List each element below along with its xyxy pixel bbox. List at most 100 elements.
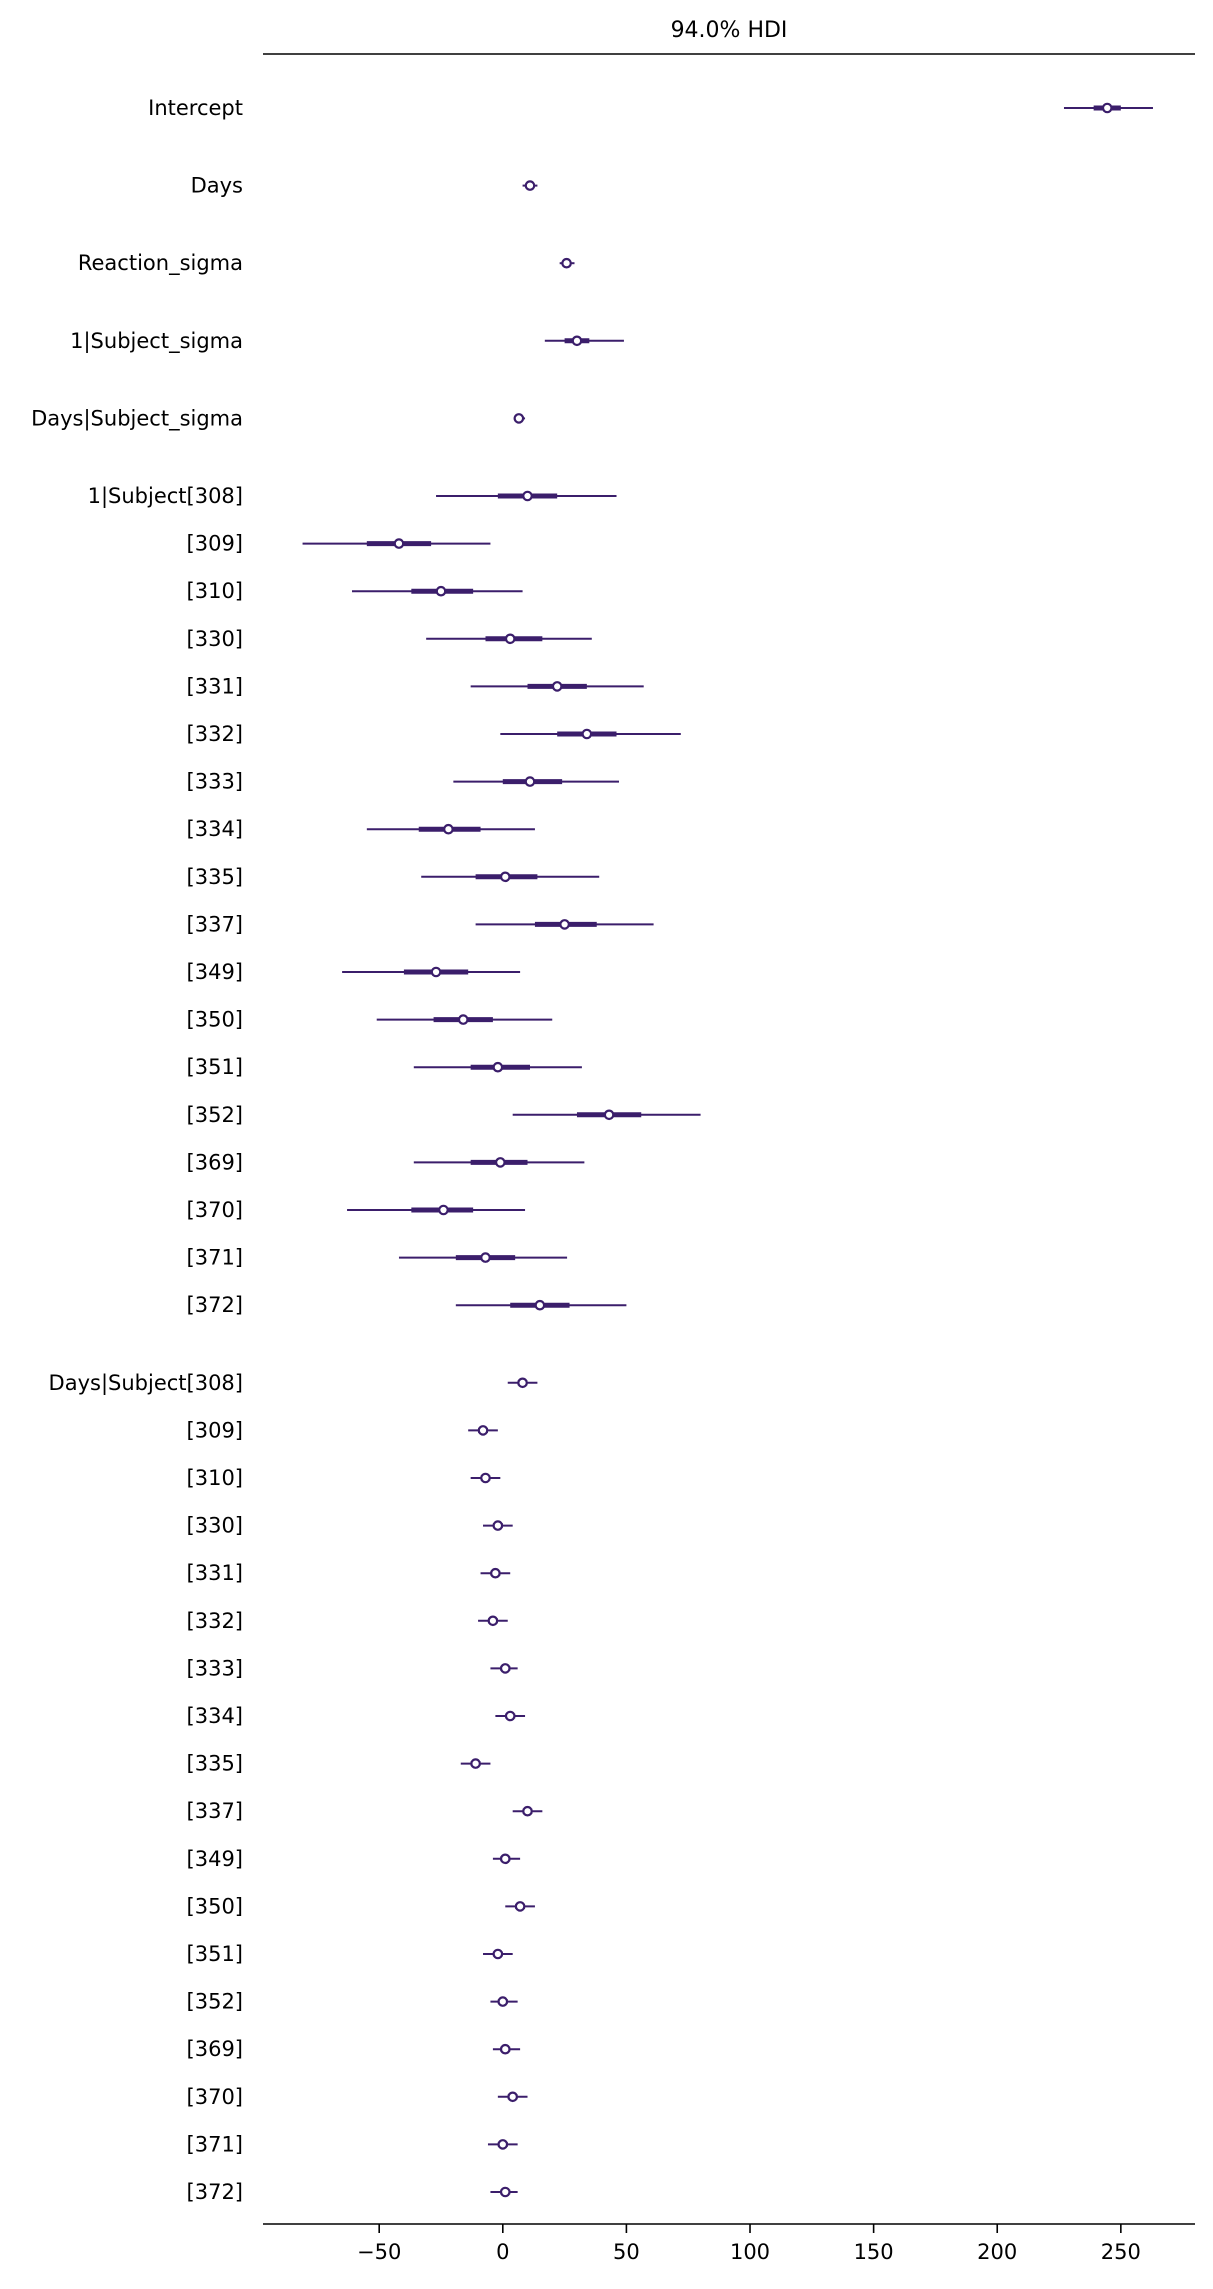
row-label: [331] xyxy=(187,674,243,698)
forest-row: [310] xyxy=(187,1466,501,1490)
forest-row: [370] xyxy=(187,1198,526,1222)
row-label: [371] xyxy=(187,2132,243,2156)
row-label: [350] xyxy=(187,1894,243,1918)
mean-point xyxy=(492,1948,504,1960)
mean-point xyxy=(499,1663,511,1674)
mean-point xyxy=(513,413,525,424)
mean-point xyxy=(443,823,454,835)
mean-point xyxy=(534,1299,546,1311)
mean-point xyxy=(507,2091,518,2103)
mean-point xyxy=(480,1252,491,1263)
mean-point xyxy=(438,1204,449,1216)
forest-row: Days|Subject[308] xyxy=(49,1371,538,1396)
row-label: [369] xyxy=(187,2037,243,2061)
forest-row: [337] xyxy=(187,912,654,936)
forest-row: [332] xyxy=(187,722,681,746)
chart-title: 94.0% HDI xyxy=(671,18,788,43)
forest-row: [335] xyxy=(187,865,600,889)
row-label: [309] xyxy=(187,1418,243,1442)
row-label: [370] xyxy=(187,2085,243,2109)
row-label: [330] xyxy=(187,1514,243,1538)
forest-row: Days|Subject_sigma xyxy=(31,406,526,431)
forest-row: Intercept xyxy=(148,96,1153,120)
forest-row: [333] xyxy=(187,1656,518,1680)
mean-point xyxy=(522,1805,533,1817)
row-label: 1|Subject_sigma xyxy=(70,329,243,354)
forest-row: [370] xyxy=(187,2085,528,2109)
row-label: [332] xyxy=(187,1609,243,1633)
forest-row: [309] xyxy=(187,1418,498,1442)
row-label: [310] xyxy=(187,579,243,603)
mean-point xyxy=(487,1615,499,1627)
mean-point xyxy=(490,1567,501,1579)
forest-row: [350] xyxy=(187,1894,535,1918)
forest-row: [334] xyxy=(187,817,535,841)
mean-point xyxy=(581,728,593,740)
mean-point xyxy=(499,2186,511,2198)
mean-point xyxy=(477,1425,489,1436)
forest-row: [372] xyxy=(187,2180,518,2204)
x-tick-label: 200 xyxy=(977,2240,1017,2264)
row-label: [372] xyxy=(187,2180,243,2204)
row-label: [330] xyxy=(187,627,243,651)
forest-row: [369] xyxy=(187,1150,585,1174)
mean-point xyxy=(524,776,536,787)
forest-row: [350] xyxy=(187,1008,553,1032)
row-label: [352] xyxy=(187,1103,243,1127)
forest-row: [335] xyxy=(187,1752,491,1776)
row-label: [334] xyxy=(187,1704,243,1728)
row-label: [335] xyxy=(187,1752,243,1776)
mean-point xyxy=(514,1901,526,1912)
forest-row: [352] xyxy=(187,1103,701,1127)
row-label: [335] xyxy=(187,865,243,889)
forest-row: [334] xyxy=(187,1704,526,1728)
row-label: Days|Subject[308] xyxy=(49,1371,243,1396)
forest-row: [333] xyxy=(187,770,619,794)
mean-point xyxy=(524,180,536,191)
x-tick-label: 50 xyxy=(613,2240,640,2264)
row-label: [371] xyxy=(187,1246,243,1270)
forest-row: [310] xyxy=(187,579,523,603)
forest-row: [371] xyxy=(187,1246,568,1270)
row-label: [332] xyxy=(187,722,243,746)
row-label: [333] xyxy=(187,770,243,794)
mean-point xyxy=(430,966,442,978)
mean-point xyxy=(559,919,570,930)
mean-point xyxy=(561,257,572,269)
forest-row: [330] xyxy=(187,1514,513,1538)
row-label: [337] xyxy=(187,912,243,936)
row-label: [352] xyxy=(187,1990,243,2014)
row-label: [372] xyxy=(187,1293,243,1317)
mean-point xyxy=(492,1061,504,1073)
forest-row: Reaction_sigma xyxy=(78,251,575,276)
row-label: [370] xyxy=(187,1198,243,1222)
forest-row: [351] xyxy=(187,1055,582,1079)
forest-row: [309] xyxy=(187,532,491,556)
forest-row: [351] xyxy=(187,1942,513,1966)
mean-point xyxy=(492,1520,504,1531)
mean-point xyxy=(522,490,533,502)
forest-row: [332] xyxy=(187,1609,508,1633)
x-tick-label: 250 xyxy=(1101,2240,1141,2264)
mean-point xyxy=(499,1853,511,1865)
x-tick-label: 100 xyxy=(730,2240,770,2264)
mean-point xyxy=(470,1758,481,1769)
forest-row: [331] xyxy=(187,674,644,698)
x-tick-label: 150 xyxy=(854,2240,894,2264)
row-label: [351] xyxy=(187,1942,243,1966)
row-label: [349] xyxy=(187,960,243,984)
mean-point xyxy=(504,633,516,645)
row-label: Days xyxy=(191,174,243,198)
mean-point xyxy=(499,2043,511,2055)
x-axis-ticks: −50 0 50 100 150 200 250 xyxy=(357,2224,1141,2264)
row-label: Intercept xyxy=(148,96,243,120)
row-label: [369] xyxy=(187,1150,243,1174)
mean-point xyxy=(499,871,511,883)
mean-point xyxy=(603,1109,615,1121)
forest-row: [330] xyxy=(187,627,592,651)
mean-point xyxy=(495,1157,506,1168)
row-label: [349] xyxy=(187,1847,243,1871)
mean-point xyxy=(504,1710,516,1722)
row-label: [309] xyxy=(187,532,243,556)
x-tick-label: 0 xyxy=(496,2240,509,2264)
